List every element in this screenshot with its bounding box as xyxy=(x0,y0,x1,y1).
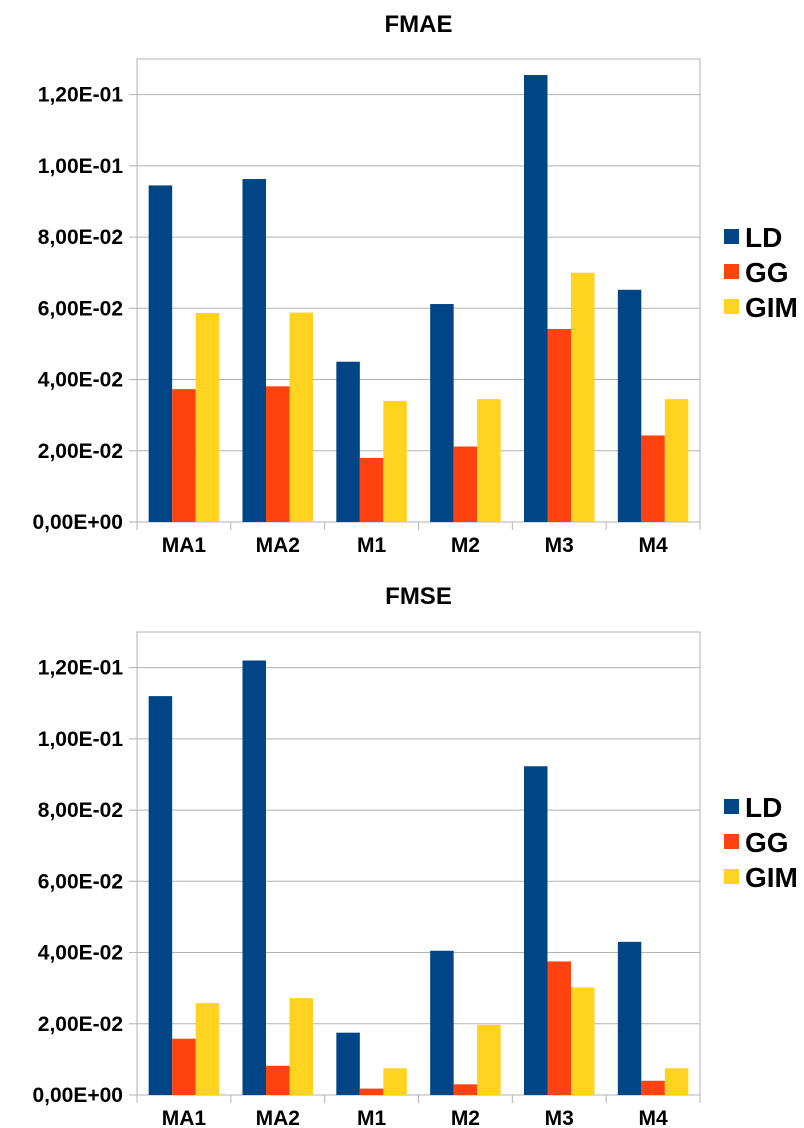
fmse-bar-gim-m3 xyxy=(571,987,595,1095)
fmse-chart: FMSE 0,00E+00 2,00E-02 4,00E-02 6,00E-02 8,00… xyxy=(32,583,798,1128)
fmae-bar-gim-m1 xyxy=(383,400,407,522)
fmse-category-label: M2 xyxy=(451,1107,480,1128)
fmse-bar-gg-m4 xyxy=(641,1080,665,1095)
fmse-chart-title: FMSE xyxy=(385,583,452,610)
fmae-bar-gg-m2 xyxy=(453,446,478,522)
fmae-bar-ld-ma1 xyxy=(148,185,173,522)
fmae-legend-label-gg: GG xyxy=(745,257,789,288)
fmse-bar-ld-ma1 xyxy=(148,696,173,1095)
fmae-legend-swatch-gim xyxy=(724,299,739,314)
fmse-bar-gim-ma1 xyxy=(195,1003,220,1095)
fmse-ytick-label: 1,00E-01 xyxy=(38,728,124,751)
fmae-bar-gim-ma1 xyxy=(195,312,220,522)
fmse-bar-ld-m2 xyxy=(430,950,454,1095)
fmse-legend-swatch-gim xyxy=(724,869,739,884)
fmae-chart: FMAE 0,00E+00 2,00E-02 4,00E-02 6,00E-02 8,00… xyxy=(32,11,798,557)
fmse-category-label: M4 xyxy=(638,1107,667,1128)
fmae-bar-ld-ma2 xyxy=(242,179,266,522)
fmae-bar-ld-m2 xyxy=(430,304,454,522)
fmse-legend-label-gg: GG xyxy=(745,827,789,858)
fmse-category-label: M3 xyxy=(545,1107,574,1128)
fmse-bar-ld-m1 xyxy=(336,1032,360,1095)
fmae-category-label: MA1 xyxy=(162,534,207,557)
fmse-legend-label-gim: GIM xyxy=(745,862,798,893)
fmse-bar-ld-m4 xyxy=(617,941,642,1095)
fmae-bar-ld-m3 xyxy=(524,75,548,523)
fmae-category-label: M3 xyxy=(545,534,574,557)
fmae-category-label: MA2 xyxy=(256,534,300,557)
fmae-bar-ld-m4 xyxy=(617,289,642,522)
fmae-bar-gg-m1 xyxy=(359,457,384,522)
fmse-legend-label-ld: LD xyxy=(745,792,782,823)
fmae-bar-gg-ma1 xyxy=(172,389,196,522)
fmae-ytick-label: 1,20E-01 xyxy=(38,84,124,107)
fmse-plot-frame xyxy=(136,631,701,1096)
fmae-ytick-label: 1,00E-01 xyxy=(38,155,124,178)
fmse-bar-gim-m1 xyxy=(383,1068,407,1095)
fmae-bar-gg-m3 xyxy=(547,328,571,522)
fmae-bar-gg-ma2 xyxy=(266,386,290,522)
fmse-ytick-label: 8,00E-02 xyxy=(38,799,123,822)
fmse-category-label: MA1 xyxy=(162,1107,207,1128)
fmse-ytick-label: 1,20E-01 xyxy=(38,657,124,680)
fmae-bar-gim-m2 xyxy=(477,399,501,522)
fmae-plot-frame xyxy=(136,58,701,523)
fmae-legend-swatch-ld xyxy=(724,229,739,244)
fmse-bar-ld-ma2 xyxy=(242,660,266,1095)
fmae-ytick-label: 8,00E-02 xyxy=(38,226,123,249)
fmae-legend-swatch-gg xyxy=(724,264,739,279)
fmse-ytick-label: 4,00E-02 xyxy=(38,942,123,965)
fmae-ytick-label: 2,00E-02 xyxy=(38,440,123,463)
fmse-bar-gim-ma2 xyxy=(289,998,313,1095)
fmae-category-label: M4 xyxy=(638,534,667,557)
fmae-category-label: M2 xyxy=(451,534,480,557)
fmse-category-label: MA2 xyxy=(256,1107,300,1128)
fmae-bar-gim-m3 xyxy=(571,272,595,522)
fmse-ytick-label: 6,00E-02 xyxy=(38,870,123,893)
fmse-bar-gim-m4 xyxy=(664,1068,689,1095)
fmae-category-label: M1 xyxy=(357,534,386,557)
fmse-bar-gg-m1 xyxy=(359,1088,384,1095)
fmae-bar-gg-m4 xyxy=(641,435,665,522)
fmse-bar-gg-ma1 xyxy=(172,1038,196,1095)
fmse-bar-gg-m2 xyxy=(453,1084,478,1095)
fmse-ytick-label: 0,00E+00 xyxy=(32,1084,123,1107)
fmse-bar-ld-m3 xyxy=(524,766,548,1095)
fmae-bar-ld-m1 xyxy=(336,361,360,522)
fmae-bar-gim-ma2 xyxy=(289,312,313,522)
fmae-ytick-label: 4,00E-02 xyxy=(38,369,123,392)
fmse-category-label: M1 xyxy=(357,1107,386,1128)
fmse-bar-gg-ma2 xyxy=(266,1065,290,1095)
fmse-bar-gim-m2 xyxy=(477,1024,501,1095)
fmse-ytick-label: 2,00E-02 xyxy=(38,1013,123,1036)
fmae-chart-title: FMAE xyxy=(385,11,453,38)
fmae-legend-label-ld: LD xyxy=(745,222,782,253)
fmse-bar-gg-m3 xyxy=(547,961,571,1095)
fmae-ytick-label: 0,00E+00 xyxy=(32,511,123,534)
fmse-legend-swatch-gg xyxy=(724,834,739,849)
fmae-legend-label-gim: GIM xyxy=(745,292,798,323)
fmae-bar-gim-m4 xyxy=(664,399,689,522)
fmae-ytick-label: 6,00E-02 xyxy=(38,297,123,320)
fmse-legend-swatch-ld xyxy=(724,799,739,814)
